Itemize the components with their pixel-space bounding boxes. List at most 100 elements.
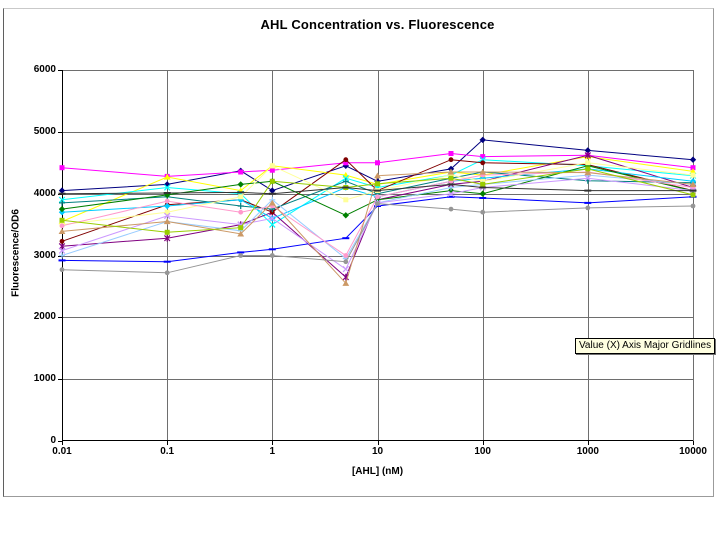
marker-circle [375, 201, 380, 207]
x-axis-title[interactable]: [AHL] (nM) [351, 466, 404, 477]
marker-dash [689, 189, 697, 192]
marker-square [59, 217, 65, 223]
marker-square [238, 225, 244, 231]
marker-triangle [237, 230, 245, 237]
marker-square [269, 178, 275, 184]
marker-x [163, 212, 171, 220]
x-tick-label[interactable]: 10000 [679, 446, 707, 457]
marker-x [58, 247, 66, 254]
marker-triangle [689, 168, 697, 174]
series-line-purple[interactable] [61, 154, 694, 278]
chart-title[interactable]: AHL Concentration vs. Fluorescence [260, 17, 495, 32]
y-tick-label[interactable]: 3000 [33, 249, 56, 261]
x-tick-label[interactable]: 1000 [576, 446, 599, 457]
chart-area-frame [3, 8, 714, 497]
marker-circle [375, 194, 380, 200]
marker-triangle [342, 280, 350, 286]
marker-dash [163, 192, 171, 194]
series-line-tan-brown[interactable] [61, 171, 694, 285]
marker-x [584, 174, 592, 182]
x-tick-label[interactable]: 0.01 [52, 446, 72, 457]
marker-square [343, 160, 349, 166]
marker-plus [237, 203, 244, 209]
marker-diamond [269, 187, 276, 194]
marker-dash [342, 186, 350, 189]
marker-circle [480, 160, 486, 166]
marker-triangle [163, 173, 171, 180]
marker-x [269, 215, 276, 222]
series-line-pink[interactable] [61, 171, 694, 257]
marker-dash [447, 183, 455, 186]
marker-square [480, 178, 486, 184]
marker-circle [343, 157, 349, 163]
marker-circle [585, 205, 591, 211]
series-line-blue[interactable] [61, 196, 694, 263]
y-tick-label[interactable]: 1000 [33, 373, 56, 385]
marker-triangle [584, 169, 592, 176]
marker-square [690, 165, 696, 171]
marker-diamond [58, 205, 66, 213]
marker-dash [268, 192, 276, 195]
marker-triangle [479, 168, 487, 175]
marker-square [585, 160, 591, 166]
marker-circle [164, 270, 170, 276]
marker-square [448, 151, 454, 156]
y-tick-label[interactable]: 0 [50, 435, 56, 446]
series-line-magenta[interactable] [61, 152, 694, 177]
marker-circle [59, 223, 65, 229]
tooltip-text: Value (X) Axis Major Gridlines [579, 340, 712, 351]
marker-diamond [479, 190, 486, 197]
marker-square [480, 181, 486, 187]
marker-square [448, 172, 454, 178]
marker-x [163, 184, 171, 191]
marker-plus [448, 184, 454, 191]
marker-square [164, 229, 170, 235]
marker-dash [163, 260, 171, 263]
marker-diamond [689, 156, 697, 163]
marker-square [690, 192, 696, 198]
series-line-cyan[interactable] [61, 159, 694, 226]
marker-triangle [374, 172, 381, 179]
marker-circle [269, 209, 275, 215]
series-line-lavender[interactable] [61, 177, 694, 270]
marker-diamond [479, 136, 486, 144]
marker-plus [59, 199, 65, 206]
y-tick-label[interactable]: 5000 [33, 125, 56, 137]
marker-square [480, 154, 486, 160]
x-tick-label[interactable]: 100 [474, 446, 491, 457]
marker-triangle [58, 228, 66, 234]
marker-square [238, 169, 244, 175]
plot-area[interactable] [58, 70, 697, 445]
marker-dash [584, 201, 592, 204]
y-tick-label[interactable]: 6000 [33, 64, 56, 75]
x-tick-label[interactable]: 1 [269, 446, 276, 457]
marker-dash [342, 237, 350, 240]
marker-circle [269, 253, 275, 258]
marker-circle [59, 238, 65, 244]
marker-x [447, 190, 455, 197]
marker-circle [480, 209, 486, 215]
marker-asterisk [163, 234, 171, 242]
y-tick-label[interactable]: 4000 [33, 187, 56, 199]
marker-circle [59, 267, 65, 273]
series-line-maroon[interactable] [61, 159, 694, 242]
marker-square [448, 175, 454, 181]
series-line-gray[interactable] [61, 203, 694, 274]
marker-plus [59, 252, 65, 259]
marker-square [690, 172, 696, 178]
y-tick-label[interactable]: 2000 [33, 311, 56, 323]
marker-circle [238, 209, 244, 215]
series-line-olive[interactable] [61, 168, 694, 233]
x-tick-label[interactable]: 10 [371, 446, 384, 457]
series-line-navy[interactable] [61, 139, 694, 192]
x-tick-label[interactable]: 0.1 [160, 446, 175, 457]
marker-square [269, 163, 275, 169]
marker-dash [447, 195, 455, 198]
marker-triangle [447, 168, 455, 175]
marker-plus [342, 178, 349, 185]
marker-circle [448, 206, 454, 212]
series-line-dark-dash[interactable] [61, 183, 693, 195]
marker-dash [479, 186, 487, 189]
series-line-yellow[interactable] [61, 156, 694, 222]
